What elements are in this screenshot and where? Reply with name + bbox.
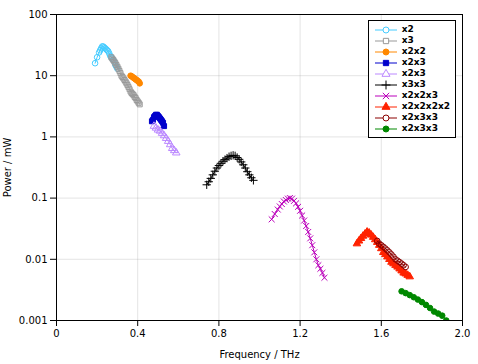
html-text:x2x3: x2x3 [401,57,426,67]
html-text:x2x2x2x2: x2x2x2x2 [401,101,450,111]
svg-text:1.2: 1.2 [292,328,308,339]
html-text:x2x2x3: x2x2x3 [401,90,438,100]
svg-text:1.6: 1.6 [373,328,389,339]
svg-text:1: 1 [41,131,47,142]
html-text:x2x3: x2x3 [401,68,426,78]
svg-text:Frequency / THz: Frequency / THz [219,349,299,360]
svg-text:100: 100 [28,9,47,20]
svg-text:0.1: 0.1 [32,192,48,203]
svg-text:10: 10 [35,70,48,81]
svg-text:2.0: 2.0 [455,328,471,339]
html-text:x2x3x3: x2x3x3 [401,123,438,133]
html-text:x2x3x3: x2x3x3 [401,112,438,122]
html-text:x2: x2 [401,24,414,34]
html-text:x2x2: x2x2 [401,46,426,56]
svg-text:0.4: 0.4 [130,328,146,339]
svg-text:0.01: 0.01 [25,253,47,264]
html-text:x3x3: x3x3 [401,79,426,89]
svg-text:0: 0 [53,328,59,339]
svg-text:0.001: 0.001 [19,315,48,326]
svg-text:Power / mW: Power / mW [2,138,13,198]
svg-text:0.8: 0.8 [211,328,227,339]
html-text:x3: x3 [401,35,414,45]
